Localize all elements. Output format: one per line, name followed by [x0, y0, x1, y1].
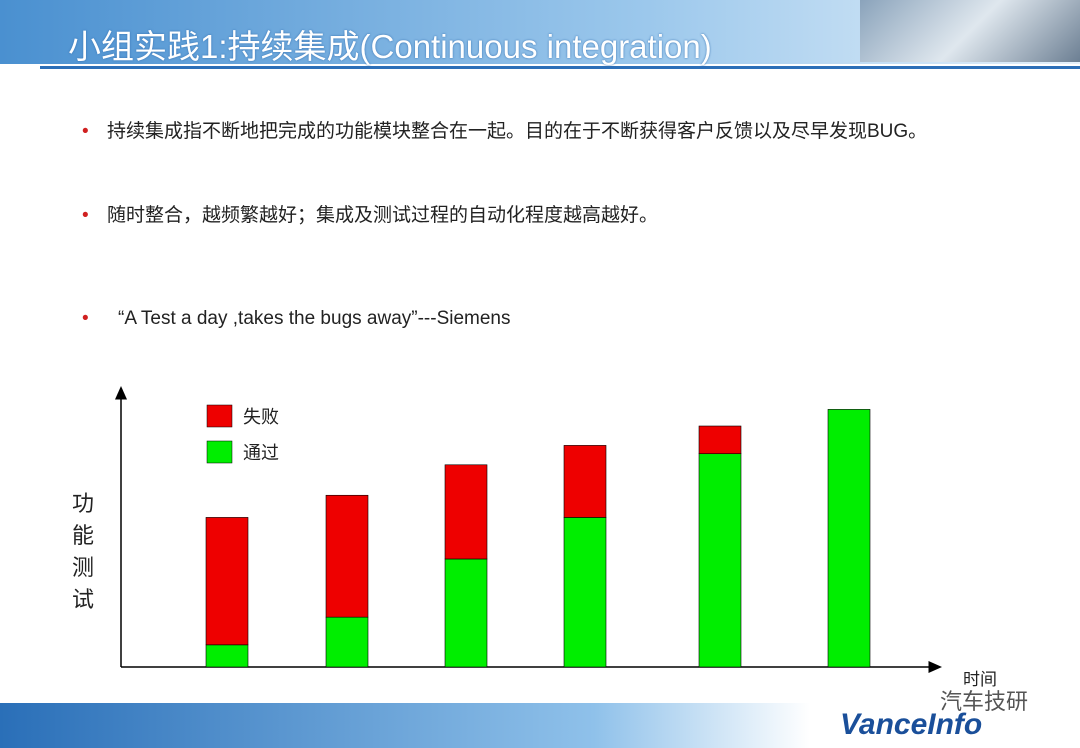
bar-segment	[325, 494, 369, 618]
header-rule	[40, 66, 1080, 69]
x-axis-label: 时间	[963, 670, 997, 689]
bullet: “A Test a day ,takes the bugs away”---Si…	[82, 304, 1002, 334]
bar-segment	[205, 517, 249, 646]
slide-title: 小组实践1:持续集成(Continuous integration)	[68, 28, 712, 65]
bullet-text: “A Test a day ,takes the bugs away”---Si…	[118, 308, 511, 329]
bar-segment	[698, 453, 742, 668]
header-photo	[860, 0, 1080, 62]
bullet: 持续集成指不断地把完成的功能模块整合在一起。目的在于不断获得客户反馈以及尽早发现…	[82, 117, 1002, 147]
bar-segment	[698, 425, 742, 455]
bar-segment	[205, 644, 249, 668]
bullet-text: 随时整合，越频繁越好；集成及测试过程的自动化程度越高越好。	[107, 205, 659, 226]
logo: VanceInfo	[840, 708, 983, 741]
bullet-text: 持续集成指不断地把完成的功能模块整合在一起。目的在于不断获得客户反馈以及尽早发现…	[107, 121, 928, 142]
bar-segment	[444, 558, 488, 668]
legend-label: 失败	[243, 407, 279, 427]
bullet: 随时整合，越频繁越好；集成及测试过程的自动化程度越高越好。	[82, 201, 1002, 231]
legend-label: 通过	[243, 443, 279, 463]
watermark: 汽车技研	[940, 689, 1029, 714]
footer-band	[0, 703, 1080, 748]
bar-segment	[325, 616, 369, 668]
bar-segment	[563, 517, 607, 668]
bar-segment	[444, 464, 488, 560]
bar-segment	[563, 445, 607, 518]
legend-swatch	[206, 404, 233, 428]
y-axis-label: 功能测试	[72, 491, 95, 612]
legend-swatch	[206, 440, 233, 464]
bar-segment	[827, 409, 871, 668]
